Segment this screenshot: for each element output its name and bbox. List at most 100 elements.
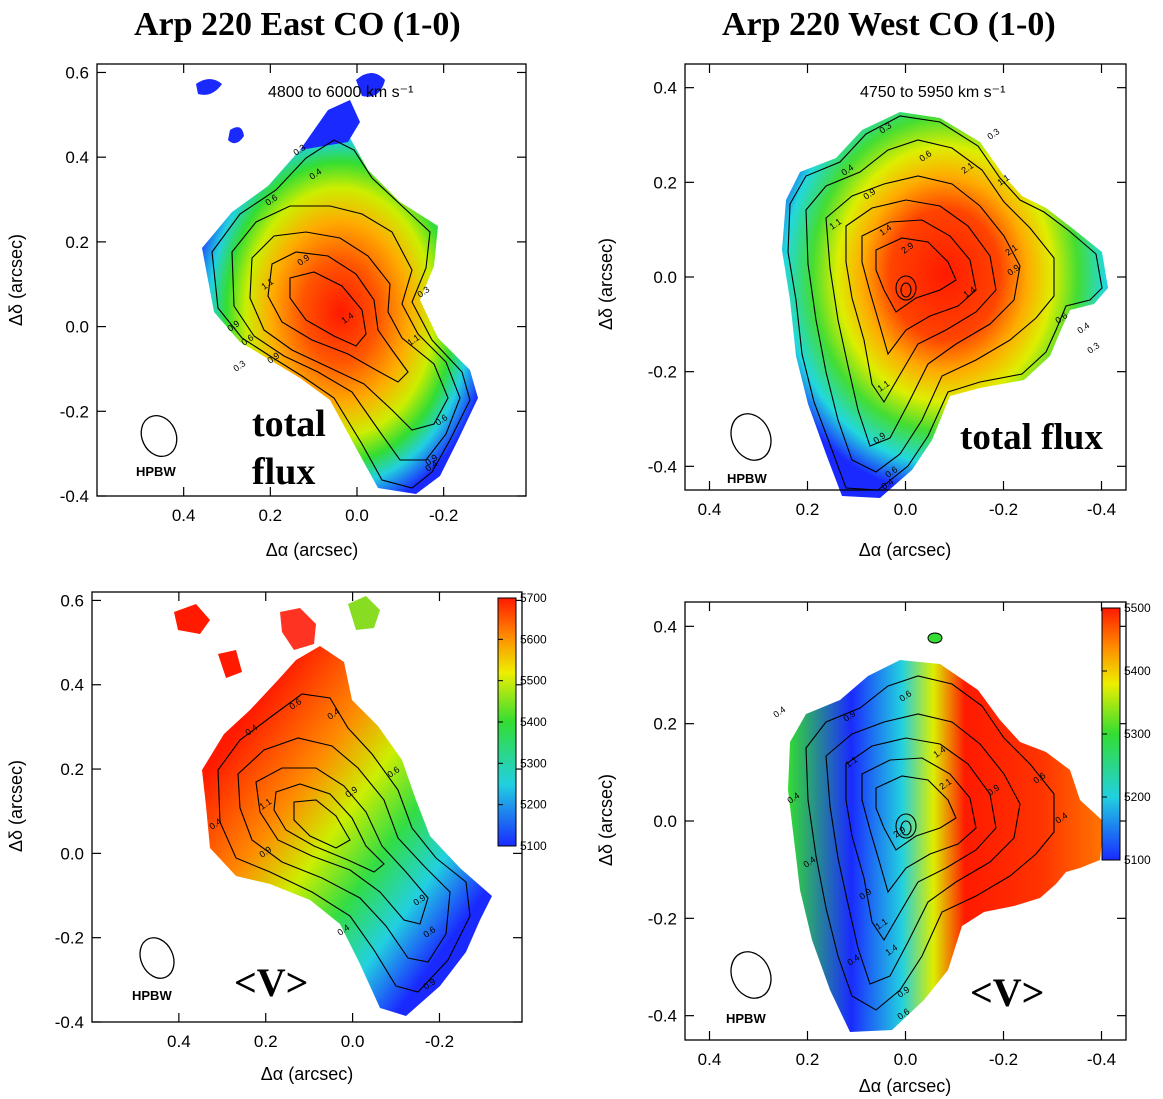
east-flux-ticks: 0.4 0.2 0.0 -0.2 -0.4 -0.2 0.0 0.2 0.4 0.6 Δα (arc… [6, 63, 526, 560]
colorbar-tick-label: 5400 [1124, 664, 1151, 678]
west-velocity-contour [900, 820, 912, 836]
y-tick-label: -0.4 [648, 1007, 677, 1026]
y-tick-label: 0.6 [65, 63, 89, 82]
east-velocity-contour [293, 799, 351, 849]
east-flux-contour [249, 231, 449, 431]
west-flux-contour [900, 282, 912, 298]
east-flux-beam-ellipse [140, 415, 178, 457]
colorbar-tick-label: 5600 [520, 632, 547, 646]
x-tick-label: -0.4 [1087, 1050, 1116, 1069]
west-flux-contours [787, 115, 1103, 491]
east-velocity-contour [273, 783, 385, 873]
y-tick-label: -0.4 [60, 487, 89, 506]
west-flux-contour [787, 115, 1103, 491]
colorbar-tick-label: 5200 [1124, 790, 1151, 804]
x-axis-label: Δα (arcsec) [261, 1064, 353, 1084]
x-axis-label: Δα (arcsec) [266, 540, 358, 560]
y-tick-label: 0.2 [653, 173, 677, 192]
y-axis-label: Δδ (arcsec) [6, 234, 26, 326]
east-velocity-contour [237, 737, 451, 963]
east-velocity-panel: 0.40.61.10.90.40.60.90.40.40.90.60.9 0.4… [6, 591, 547, 1084]
y-tick-label: 0.4 [60, 676, 84, 695]
east-flux-contour [211, 139, 471, 489]
y-tick-label: -0.2 [55, 929, 84, 948]
east-flux-knot-3 [228, 127, 244, 144]
west-velocity-contour [845, 737, 997, 942]
y-tick-label: 0.4 [653, 79, 677, 98]
colorbar-tick-label: 5100 [520, 839, 547, 853]
east-flux-beam-label: HPBW [136, 464, 176, 479]
east-flux-knot-1 [356, 73, 385, 97]
east-flux-contour [231, 205, 461, 461]
east-velocity-contours [217, 693, 471, 993]
x-tick-label: 0.4 [698, 1050, 722, 1069]
east-flux-frame [96, 63, 527, 497]
x-tick-label: 0.0 [894, 1050, 918, 1069]
west-panel-title: Arp 220 West CO (1-0) [722, 6, 1056, 43]
x-axis-label: Δα (arcsec) [859, 1076, 951, 1096]
east-velocity-ticks: 0.4 0.2 0.0 -0.2 -0.4 -0.2 0.0 0.2 0.4 0.6 Δα (arc… [6, 591, 522, 1084]
y-tick-label: 0.0 [653, 812, 677, 831]
y-tick-label: 0.4 [653, 617, 677, 636]
west-flux-contour [861, 219, 977, 356]
west-flux-ticks: 0.4 0.2 0.0 -0.2 -0.4 -0.4 -0.2 0.0 0.2 0.4 Δα (ar… [596, 64, 1126, 560]
colorbar-tick-label: 5300 [520, 756, 547, 770]
west-flux-annotation: total flux [960, 417, 1103, 458]
colorbar-tick-label: 5500 [1124, 601, 1151, 615]
west-flux-contour [805, 139, 1055, 473]
east-panel-title: Arp 220 East CO (1-0) [134, 6, 461, 43]
y-tick-label: 0.6 [60, 591, 84, 610]
x-tick-label: 0.4 [698, 500, 722, 519]
west-velocity-contour [825, 713, 1021, 985]
east-velocity-island [348, 596, 380, 630]
west-flux-panel: 0.30.40.60.91.1 1.42.12.91.12.11.40.90.60… [596, 63, 1127, 560]
x-tick-label: -0.2 [989, 500, 1018, 519]
x-tick-label: 0.2 [796, 500, 820, 519]
y-tick-label: 0.2 [653, 715, 677, 734]
y-axis-label: Δδ (arcsec) [596, 774, 616, 866]
y-tick-label: 0.4 [65, 148, 89, 167]
west-flux-beam-label: HPBW [727, 471, 767, 486]
east-velocity-colorbar-ticks: 5700 5600 5500 5400 5300 5200 5100 [498, 591, 547, 853]
west-flux-contour [895, 275, 917, 301]
east-velocity-contour [255, 767, 429, 925]
west-velocity-contours [805, 675, 1055, 1011]
east-flux-annotation-line1: total [252, 403, 326, 445]
y-tick-label: -0.4 [55, 1013, 84, 1032]
east-flux-panel: 0.30.40.60.91.11.40.30.90.60.91.10.60.90… [6, 63, 527, 560]
colorbar-tick-label: 5200 [520, 798, 547, 812]
east-flux-knot-2 [196, 79, 222, 95]
east-flux-contour [267, 251, 409, 383]
y-axis-label: Δδ (arcsec) [596, 238, 616, 330]
x-tick-label: -0.4 [1087, 500, 1116, 519]
colorbar-tick-label: 5500 [520, 674, 547, 688]
west-velocity-annotation: <V> [970, 970, 1044, 1015]
west-velocity-contour [875, 775, 957, 851]
y-tick-label: -0.2 [648, 363, 677, 382]
x-tick-label: -0.2 [425, 1032, 454, 1051]
contour-label: 0.4 [1075, 320, 1091, 335]
east-flux-annotation-line2: flux [252, 451, 315, 493]
west-velocity-ticks: 0.4 0.2 0.0 -0.2 -0.4 -0.4 -0.2 0.0 0.2 0.4 Δα (ar… [596, 602, 1126, 1096]
east-velocity-beam-label: HPBW [132, 988, 172, 1003]
east-flux-contours [211, 139, 471, 489]
west-velocity-contour [805, 675, 1055, 1011]
y-tick-label: -0.4 [648, 457, 677, 476]
west-velocity-contour [861, 757, 977, 894]
west-velocity-panel: 0.40.60.91.11.42.1 0.90.60.42.90.40.40.91… [596, 601, 1151, 1096]
y-tick-label: -0.2 [60, 402, 89, 421]
contour-label: 0.4 [771, 704, 787, 719]
west-flux-contour [875, 237, 957, 313]
x-tick-label: 0.0 [894, 500, 918, 519]
y-tick-label: 0.0 [65, 318, 89, 337]
y-tick-label: 0.2 [60, 760, 84, 779]
east-velocity-island [280, 608, 316, 650]
x-tick-label: 0.2 [259, 506, 283, 525]
east-flux-map [202, 130, 478, 494]
east-velocity-contour [217, 693, 471, 993]
west-velocity-map [788, 660, 1104, 1032]
x-tick-label: 0.0 [341, 1032, 365, 1051]
west-velocity-beam-ellipse [730, 951, 772, 999]
east-velocity-annotation: <V> [234, 960, 308, 1005]
